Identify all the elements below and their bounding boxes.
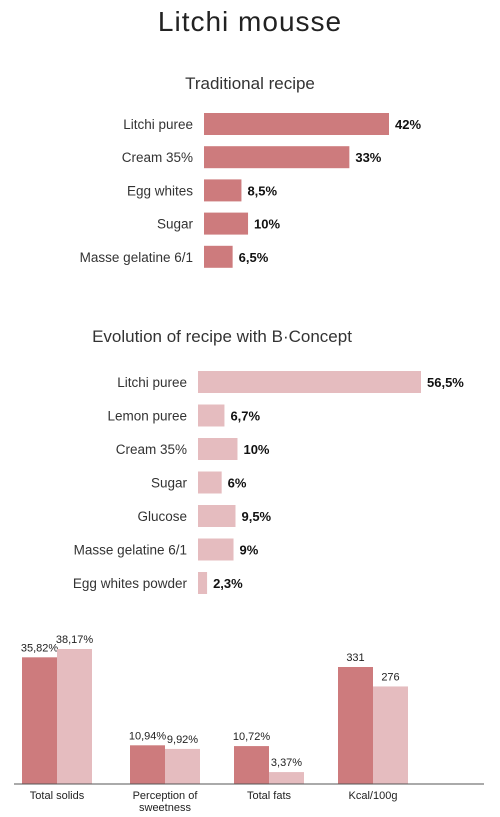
traditional-bar [204, 212, 249, 235]
traditional-bar [204, 245, 233, 268]
comparison-value-label: 331 [346, 652, 364, 664]
bconcept-category-label: Litchi puree [117, 375, 187, 390]
bconcept-value-label: 6% [228, 476, 247, 491]
traditional-bar [204, 146, 350, 169]
comparison-value-label: 9,92% [167, 734, 198, 746]
comparison-bar-series-2 [165, 748, 200, 784]
traditional-recipe-title: Traditional recipe [185, 74, 315, 93]
comparison-value-label: 3,37% [271, 757, 302, 769]
comparison-value-label: 10,72% [233, 731, 271, 743]
comparison-bar-series-2 [57, 649, 92, 784]
comparison-value-label: 276 [381, 671, 399, 683]
traditional-value-label: 8,5% [247, 183, 277, 198]
traditional-category-label: Egg whites [127, 183, 193, 198]
comparison-bar-series-1 [234, 746, 269, 784]
bconcept-value-label: 10% [243, 442, 269, 457]
traditional-value-label: 33% [355, 150, 381, 165]
bconcept-bar [198, 371, 421, 393]
comparison-category-label: Perception of [133, 790, 199, 802]
bconcept-value-label: 6,7% [230, 409, 260, 424]
bconcept-bar [198, 572, 208, 594]
page-title: Litchi mousse [157, 6, 343, 37]
bconcept-bar [198, 404, 225, 427]
traditional-value-label: 10% [254, 217, 280, 232]
comparison-category-label: Total solids [30, 790, 85, 802]
bconcept-bar [198, 505, 236, 527]
bconcept-category-label: Sugar [151, 476, 188, 491]
traditional-bar [204, 113, 389, 135]
comparison-bar-series-2 [269, 772, 304, 784]
bconcept-category-label: Masse gelatine 6/1 [74, 543, 187, 558]
traditional-value-label: 42% [395, 117, 421, 132]
traditional-category-label: Litchi puree [123, 117, 193, 132]
bconcept-value-label: 56,5% [427, 375, 464, 390]
bconcept-value-label: 9% [240, 543, 259, 558]
comparison-bar-series-1 [338, 667, 373, 784]
comparison-category-label: Total fats [247, 790, 292, 802]
bconcept-category-label: Egg whites powder [73, 576, 188, 591]
comparison-bar-series-1 [130, 745, 165, 784]
comparison-category-label: sweetness [139, 802, 191, 814]
bconcept-category-label: Lemon puree [107, 409, 187, 424]
bconcept-value-label: 9,5% [241, 509, 271, 524]
comparison-category-label: Kcal/100g [349, 790, 398, 802]
traditional-category-label: Masse gelatine 6/1 [80, 250, 193, 265]
comparison-value-label: 35,82% [21, 642, 59, 654]
bconcept-category-label: Glucose [137, 509, 187, 524]
traditional-bar [204, 179, 242, 202]
traditional-value-label: 6,5% [239, 250, 269, 265]
comparison-value-label: 10,94% [129, 730, 167, 742]
traditional-category-label: Sugar [157, 217, 194, 232]
bconcept-bar [198, 471, 222, 494]
bconcept-value-label: 2,3% [213, 576, 243, 591]
bconcept-category-label: Cream 35% [116, 442, 187, 457]
comparison-bar-series-2 [373, 686, 408, 784]
traditional-category-label: Cream 35% [122, 150, 193, 165]
comparison-bar-series-1 [22, 657, 57, 784]
bconcept-bar [198, 538, 234, 561]
bconcept-recipe-title: Evolution of recipe with B·Concept [92, 327, 352, 346]
comparison-value-label: 38,17% [56, 634, 94, 646]
bconcept-bar [198, 438, 238, 460]
